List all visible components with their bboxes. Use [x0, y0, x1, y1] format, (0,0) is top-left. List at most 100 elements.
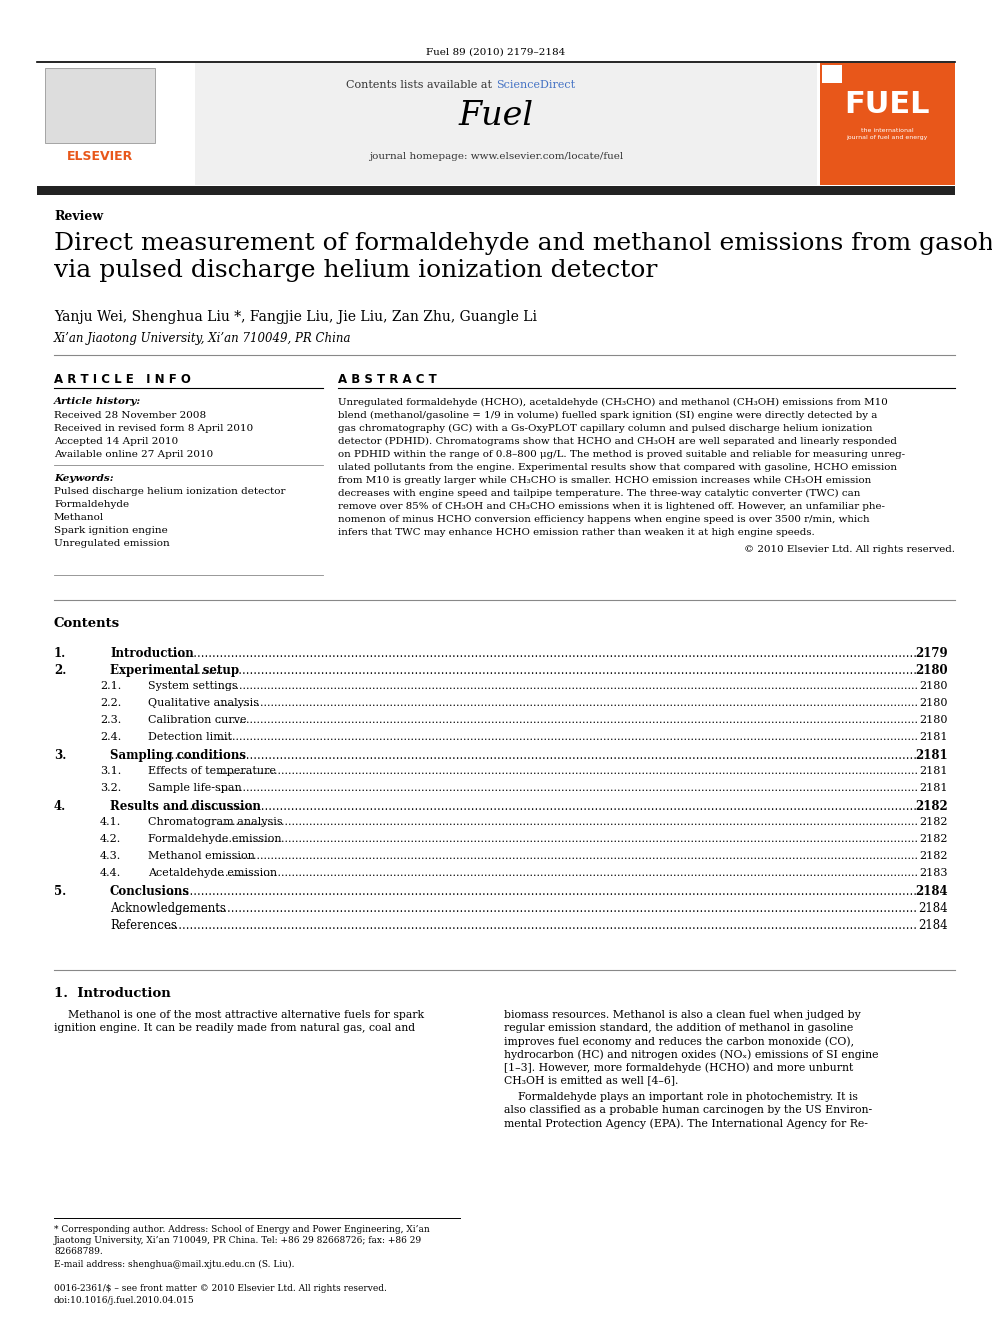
- Text: the international
journal of fuel and energy: the international journal of fuel and en…: [846, 128, 928, 140]
- Text: © 2010 Elsevier Ltd. All rights reserved.: © 2010 Elsevier Ltd. All rights reserved…: [744, 545, 955, 554]
- Text: ulated pollutants from the engine. Experimental results show that compared with : ulated pollutants from the engine. Exper…: [338, 463, 897, 472]
- Text: 2182: 2182: [920, 851, 948, 861]
- Text: Direct measurement of formaldehyde and methanol emissions from gasohol engine
vi: Direct measurement of formaldehyde and m…: [54, 232, 992, 283]
- Text: 2182: 2182: [920, 818, 948, 827]
- Text: Qualitative analysis: Qualitative analysis: [148, 699, 259, 708]
- Text: 4.4.: 4.4.: [100, 868, 121, 878]
- Text: 2184: 2184: [919, 902, 948, 916]
- Text: Xi’an Jiaotong University, Xi’an 710049, PR China: Xi’an Jiaotong University, Xi’an 710049,…: [54, 332, 351, 345]
- Text: Received 28 November 2008: Received 28 November 2008: [54, 411, 206, 419]
- Text: detector (PDHID). Chromatograms show that HCHO and CH₃OH are well separated and : detector (PDHID). Chromatograms show tha…: [338, 437, 897, 446]
- Text: 2.1.: 2.1.: [100, 681, 121, 691]
- Text: Review: Review: [54, 210, 103, 224]
- Text: Contents lists available at: Contents lists available at: [346, 79, 496, 90]
- Text: 2181: 2181: [920, 783, 948, 792]
- Text: remove over 85% of CH₃OH and CH₃CHO emissions when it is lightened off. However,: remove over 85% of CH₃OH and CH₃CHO emis…: [338, 501, 885, 511]
- Text: hydrocarbon (HC) and nitrogen oxides (NOₓ) emissions of SI engine: hydrocarbon (HC) and nitrogen oxides (NO…: [504, 1049, 879, 1060]
- Text: from M10 is greatly larger while CH₃CHO is smaller. HCHO emission increases whil: from M10 is greatly larger while CH₃CHO …: [338, 476, 871, 486]
- Text: Methanol: Methanol: [54, 513, 104, 523]
- Text: 2.4.: 2.4.: [100, 732, 121, 742]
- Text: Introduction: Introduction: [110, 647, 193, 660]
- Text: Available online 27 April 2010: Available online 27 April 2010: [54, 450, 213, 459]
- Text: [1–3]. However, more formaldehyde (HCHO) and more unburnt: [1–3]. However, more formaldehyde (HCHO)…: [504, 1062, 853, 1073]
- Text: 2179: 2179: [916, 647, 948, 660]
- Text: ................................................................................: ........................................…: [168, 749, 918, 762]
- Text: ................................................................................: ........................................…: [168, 664, 918, 677]
- Text: Article history:: Article history:: [54, 397, 141, 406]
- Text: ................................................................................: ........................................…: [218, 732, 918, 742]
- Text: doi:10.1016/j.fuel.2010.04.015: doi:10.1016/j.fuel.2010.04.015: [54, 1297, 194, 1304]
- Text: journal homepage: www.elsevier.com/locate/fuel: journal homepage: www.elsevier.com/locat…: [369, 152, 623, 161]
- Text: Conclusions: Conclusions: [110, 885, 190, 898]
- Text: 3.1.: 3.1.: [100, 766, 121, 777]
- Text: infers that TWC may enhance HCHO emission rather than weaken it at high engine s: infers that TWC may enhance HCHO emissio…: [338, 528, 814, 537]
- Text: 2180: 2180: [920, 714, 948, 725]
- Text: ................................................................................: ........................................…: [218, 766, 918, 777]
- Text: Formaldehyde emission: Formaldehyde emission: [148, 833, 282, 844]
- Text: A B S T R A C T: A B S T R A C T: [338, 373, 436, 386]
- Text: Methanol emission: Methanol emission: [148, 851, 255, 861]
- Text: Acknowledgements: Acknowledgements: [110, 902, 226, 916]
- Text: 4.2.: 4.2.: [100, 833, 121, 844]
- Text: Keywords:: Keywords:: [54, 474, 114, 483]
- Text: 5.: 5.: [54, 885, 66, 898]
- Text: 2.2.: 2.2.: [100, 699, 121, 708]
- Text: 2180: 2180: [920, 681, 948, 691]
- Text: Fuel 89 (2010) 2179–2184: Fuel 89 (2010) 2179–2184: [427, 48, 565, 57]
- Text: ................................................................................: ........................................…: [168, 885, 918, 898]
- Text: also classified as a probable human carcinogen by the US Environ-: also classified as a probable human carc…: [504, 1105, 872, 1115]
- FancyBboxPatch shape: [37, 64, 195, 185]
- FancyBboxPatch shape: [820, 64, 955, 185]
- Text: Spark ignition engine: Spark ignition engine: [54, 527, 168, 534]
- Text: System settings: System settings: [148, 681, 238, 691]
- Text: ignition engine. It can be readily made from natural gas, coal and: ignition engine. It can be readily made …: [54, 1023, 415, 1033]
- Text: 2184: 2184: [919, 919, 948, 931]
- Text: * Corresponding author. Address: School of Energy and Power Engineering, Xi’an: * Corresponding author. Address: School …: [54, 1225, 430, 1234]
- Text: Methanol is one of the most attractive alternative fuels for spark: Methanol is one of the most attractive a…: [54, 1009, 425, 1020]
- Text: 2180: 2180: [920, 699, 948, 708]
- Text: Contents: Contents: [54, 617, 120, 630]
- Text: ................................................................................: ........................................…: [218, 868, 918, 878]
- Text: gas chromatography (GC) with a Gs-OxyPLOT capillary column and pulsed discharge : gas chromatography (GC) with a Gs-OxyPLO…: [338, 423, 873, 433]
- Text: ................................................................................: ........................................…: [218, 851, 918, 861]
- Text: 2181: 2181: [920, 766, 948, 777]
- Text: on PDHID within the range of 0.8–800 μg/L. The method is proved suitable and rel: on PDHID within the range of 0.8–800 μg/…: [338, 450, 905, 459]
- FancyBboxPatch shape: [37, 187, 955, 194]
- Text: Experimental setup: Experimental setup: [110, 664, 239, 677]
- Text: Fuel: Fuel: [458, 101, 534, 132]
- Text: Sampling conditions: Sampling conditions: [110, 749, 246, 762]
- Text: blend (methanol/gasoline = 1/9 in volume) fuelled spark ignition (SI) engine wer: blend (methanol/gasoline = 1/9 in volume…: [338, 411, 877, 421]
- Text: improves fuel economy and reduces the carbon monoxide (CO),: improves fuel economy and reduces the ca…: [504, 1036, 854, 1046]
- Text: 2181: 2181: [916, 749, 948, 762]
- Text: References: References: [110, 919, 177, 931]
- Text: ................................................................................: ........................................…: [218, 818, 918, 827]
- Text: nomenon of minus HCHO conversion efficiency happens when engine speed is over 35: nomenon of minus HCHO conversion efficie…: [338, 515, 870, 524]
- Text: ................................................................................: ........................................…: [168, 800, 918, 814]
- Text: 2.: 2.: [54, 664, 66, 677]
- Text: 2184: 2184: [916, 885, 948, 898]
- Text: ................................................................................: ........................................…: [218, 833, 918, 844]
- Text: Effects of temperature: Effects of temperature: [148, 766, 276, 777]
- Text: 3.2.: 3.2.: [100, 783, 121, 792]
- Text: decreases with engine speed and tailpipe temperature. The three-way catalytic co: decreases with engine speed and tailpipe…: [338, 490, 860, 499]
- Text: ................................................................................: ........................................…: [218, 783, 918, 792]
- Text: ................................................................................: ........................................…: [168, 902, 918, 916]
- FancyBboxPatch shape: [822, 65, 842, 83]
- Text: 2183: 2183: [920, 868, 948, 878]
- Text: 2181: 2181: [920, 732, 948, 742]
- Text: Accepted 14 April 2010: Accepted 14 April 2010: [54, 437, 179, 446]
- Text: ................................................................................: ........................................…: [218, 714, 918, 725]
- Text: ................................................................................: ........................................…: [168, 919, 918, 931]
- Text: 4.3.: 4.3.: [100, 851, 121, 861]
- Text: ELSEVIER: ELSEVIER: [66, 149, 133, 163]
- Text: 2.3.: 2.3.: [100, 714, 121, 725]
- Text: Jiaotong University, Xi’an 710049, PR China. Tel: +86 29 82668726; fax: +86 29: Jiaotong University, Xi’an 710049, PR Ch…: [54, 1236, 423, 1245]
- Text: Unregulated formaldehyde (HCHO), acetaldehyde (CH₃CHO) and methanol (CH₃OH) emis: Unregulated formaldehyde (HCHO), acetald…: [338, 398, 888, 407]
- Text: ................................................................................: ........................................…: [218, 681, 918, 691]
- Text: 3.: 3.: [54, 749, 66, 762]
- Text: Chromatogram analysis: Chromatogram analysis: [148, 818, 283, 827]
- Text: regular emission standard, the addition of methanol in gasoline: regular emission standard, the addition …: [504, 1023, 853, 1033]
- Text: CH₃OH is emitted as well [4–6].: CH₃OH is emitted as well [4–6].: [504, 1076, 679, 1085]
- Text: mental Protection Agency (EPA). The International Agency for Re-: mental Protection Agency (EPA). The Inte…: [504, 1118, 868, 1129]
- Text: 2182: 2182: [920, 833, 948, 844]
